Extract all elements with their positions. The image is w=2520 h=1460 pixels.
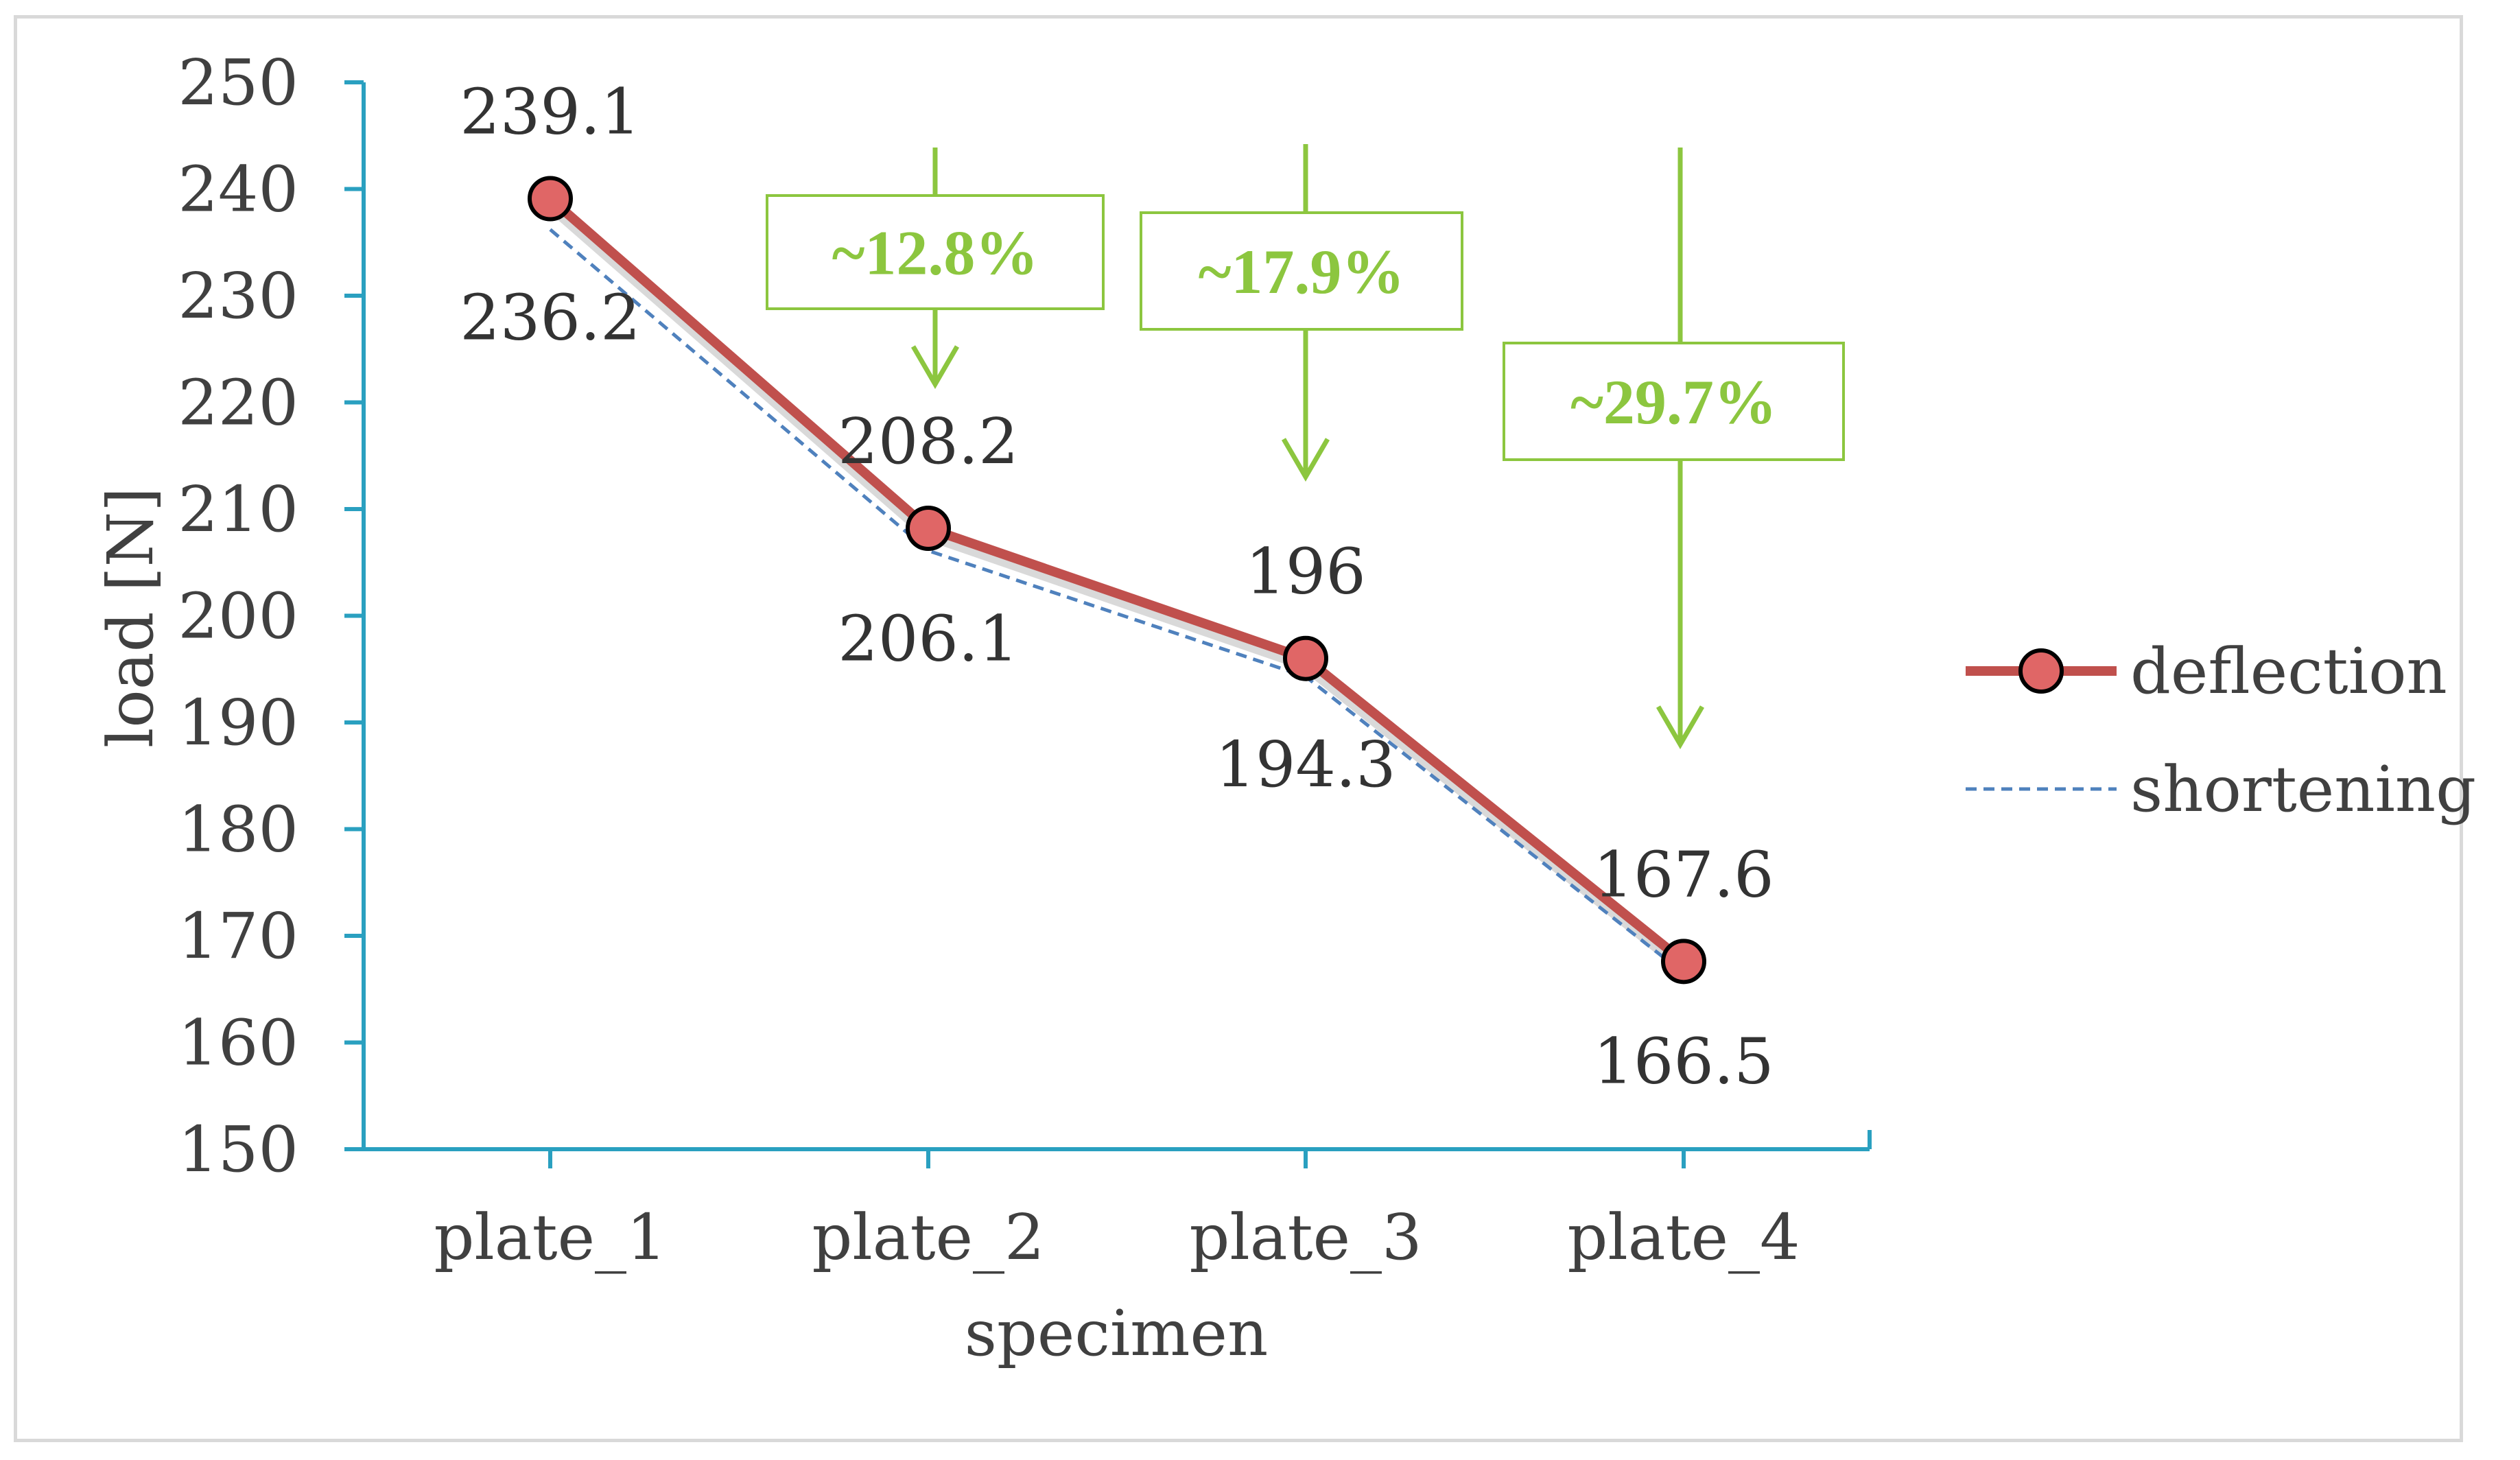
y-axis-title: load [N] — [94, 487, 167, 748]
data-label-deflection: 208.2 — [838, 405, 1018, 478]
data-label-deflection: 196 — [1245, 535, 1366, 609]
x-axis-title: specimen — [965, 1297, 1268, 1370]
annotation-text: ~12.8% — [832, 218, 1039, 288]
y-tick-label: 190 — [178, 686, 298, 760]
data-label-deflection: 167.6 — [1593, 838, 1774, 911]
data-label-shortening: 166.5 — [1593, 1024, 1774, 1098]
annotation-text: ~29.7% — [1570, 367, 1777, 437]
y-tick-label: 230 — [178, 259, 298, 333]
y-tick-label: 200 — [178, 580, 298, 653]
data-label-shortening: 236.2 — [460, 281, 640, 355]
series-line-shortening — [549, 228, 1685, 975]
series-shadow — [545, 198, 1688, 973]
legend-label-deflection: deflection — [2130, 635, 2447, 708]
annotation-box — [1503, 342, 1845, 461]
annotation-arrow-head — [910, 345, 960, 389]
y-tick-label: 220 — [178, 366, 298, 440]
x-category-label: plate_1 — [434, 1201, 666, 1274]
data-point-deflection — [1283, 635, 1328, 681]
legend-marker-deflection — [2018, 648, 2064, 694]
annotation-arrow-head — [1656, 705, 1705, 749]
annotations-layer: ~12.8% ~17.9% ~29.7% — [766, 144, 1845, 749]
y-ticks: 150 160 170 180 190 200 210 220 230 240 250 — [178, 46, 364, 1186]
legend-label-shortening: shortening — [2130, 753, 2476, 826]
y-tick-label: 150 — [178, 1113, 298, 1186]
data-labels-layer: 239.1 208.2 196 167.6 236.2 206.1 194.3 166.5 — [460, 75, 1774, 1098]
data-point-deflection — [906, 505, 951, 551]
data-label-shortening: 194.3 — [1215, 728, 1396, 801]
legend: deflection shortening — [1966, 635, 2476, 826]
data-point-deflection — [1661, 939, 1706, 985]
data-label-shortening: 206.1 — [838, 602, 1018, 676]
data-point-deflection — [528, 176, 573, 222]
annotation-arrow-head — [1281, 438, 1330, 482]
y-tick-label: 170 — [178, 899, 298, 973]
axes-layer: 150 160 170 180 190 200 210 220 230 240 250 plate_… — [94, 46, 1872, 1370]
x-category-label: plate_2 — [812, 1201, 1044, 1274]
annotation-box — [1140, 211, 1463, 331]
y-tick-label: 210 — [178, 473, 298, 546]
x-ticks: plate_1 plate_2 plate_3 plate_4 — [434, 1130, 1872, 1274]
annotation-text: ~17.9% — [1199, 237, 1405, 307]
y-tick-label: 160 — [178, 1006, 298, 1080]
y-tick-label: 250 — [178, 46, 298, 119]
series-layer — [528, 176, 1706, 985]
y-tick-label: 240 — [178, 153, 298, 226]
x-category-label: plate_4 — [1567, 1201, 1800, 1274]
annotation-box — [766, 194, 1105, 310]
data-label-deflection: 239.1 — [460, 75, 640, 148]
series-line-deflection — [547, 195, 1687, 965]
x-category-label: plate_3 — [1189, 1201, 1422, 1274]
y-tick-label: 180 — [178, 793, 298, 867]
